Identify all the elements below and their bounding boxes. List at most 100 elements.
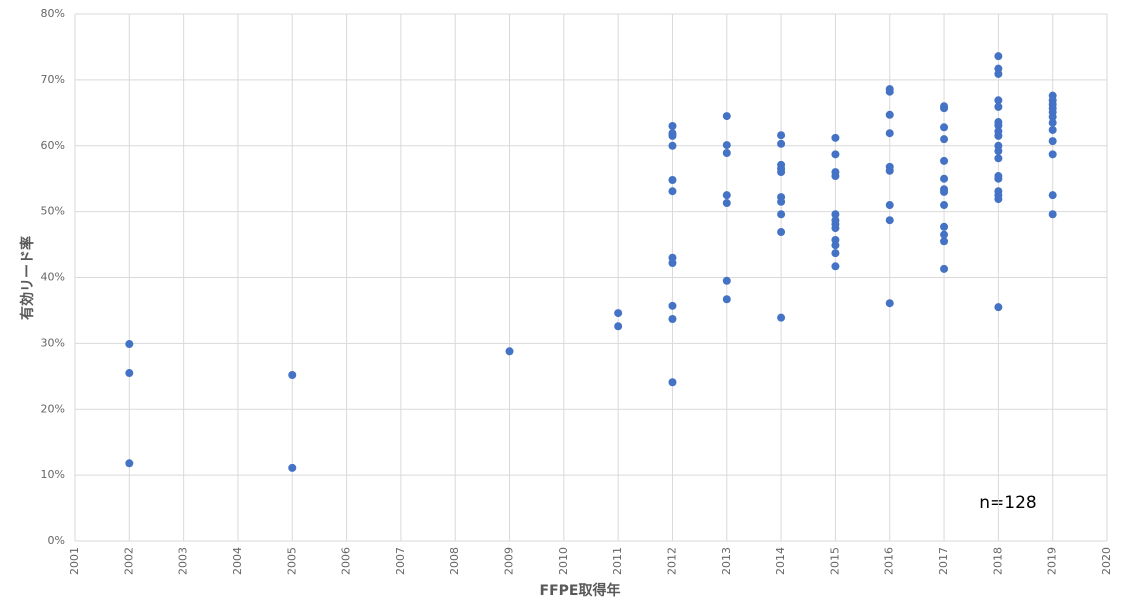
- point: [668, 315, 677, 324]
- y-tick-label: 20%: [41, 402, 65, 415]
- point: [614, 309, 623, 318]
- point: [940, 135, 949, 144]
- point: [940, 264, 949, 273]
- point: [940, 230, 949, 239]
- point: [940, 187, 949, 196]
- point: [668, 141, 677, 150]
- point: [777, 197, 786, 206]
- point: [994, 96, 1003, 105]
- point: [1048, 210, 1057, 219]
- x-tick-label: 2005: [285, 547, 298, 575]
- y-tick-label: 30%: [41, 336, 65, 349]
- point: [668, 121, 677, 130]
- point: [885, 299, 894, 308]
- point: [125, 459, 134, 468]
- point: [1048, 125, 1057, 134]
- point: [1048, 150, 1057, 159]
- point: [994, 131, 1003, 140]
- point: [777, 210, 786, 219]
- point: [1048, 137, 1057, 146]
- y-tick-label: 50%: [41, 205, 65, 218]
- point: [940, 237, 949, 246]
- point: [940, 156, 949, 165]
- x-tick-label: 2007: [394, 547, 407, 575]
- x-tick-label: 2020: [1100, 547, 1113, 575]
- x-tick-label: 2001: [68, 547, 81, 575]
- point: [668, 176, 677, 185]
- x-tick-label: 2008: [448, 547, 461, 575]
- point: [722, 191, 731, 200]
- point: [1048, 191, 1057, 200]
- point: [994, 147, 1003, 156]
- point: [777, 228, 786, 237]
- point: [777, 168, 786, 177]
- x-tick-label: 2016: [883, 547, 896, 575]
- point: [288, 463, 297, 472]
- y-tick-label: 60%: [41, 139, 65, 152]
- point: [125, 340, 134, 349]
- point: [722, 148, 731, 157]
- point: [885, 201, 894, 210]
- point: [885, 216, 894, 225]
- point: [831, 150, 840, 159]
- x-tick-label: 2012: [665, 547, 678, 575]
- point: [614, 322, 623, 331]
- x-tick-label: 2003: [177, 547, 190, 575]
- point: [722, 295, 731, 304]
- y-tick-label: 70%: [41, 73, 65, 86]
- point: [668, 378, 677, 387]
- point: [777, 139, 786, 148]
- point: [994, 195, 1003, 204]
- point: [994, 121, 1003, 130]
- point: [994, 303, 1003, 312]
- annotation: n=128: [979, 493, 1036, 513]
- point: [940, 104, 949, 113]
- x-tick-label: 2015: [828, 547, 841, 575]
- point: [668, 131, 677, 140]
- y-axis-title: 有効リード率: [19, 236, 36, 320]
- x-tick-label: 2017: [937, 547, 950, 575]
- point: [125, 369, 134, 378]
- point: [831, 241, 840, 250]
- point: [940, 123, 949, 132]
- point: [722, 112, 731, 121]
- point: [831, 224, 840, 233]
- point: [940, 174, 949, 183]
- x-tick-label: 2018: [991, 547, 1004, 575]
- point: [940, 222, 949, 231]
- y-tick-label: 10%: [41, 468, 65, 481]
- y-tick-label: 0%: [48, 534, 65, 547]
- point: [722, 199, 731, 208]
- x-tick-label: 2011: [611, 547, 624, 575]
- x-tick-label: 2004: [231, 547, 244, 575]
- point: [831, 249, 840, 258]
- x-tick-label: 2010: [557, 547, 570, 575]
- point: [722, 141, 731, 150]
- point: [831, 133, 840, 142]
- x-tick-label: 2013: [720, 547, 733, 575]
- point: [994, 174, 1003, 183]
- point: [777, 131, 786, 140]
- point: [994, 69, 1003, 78]
- point: [288, 370, 297, 379]
- y-tick-label: 80%: [41, 7, 65, 20]
- x-tick-label: 2014: [774, 547, 787, 575]
- point: [777, 313, 786, 322]
- point: [940, 201, 949, 210]
- point: [1048, 112, 1057, 121]
- point: [831, 172, 840, 181]
- x-tick-label: 2009: [503, 547, 516, 575]
- x-tick-label: 2019: [1046, 547, 1059, 575]
- point: [831, 262, 840, 271]
- point: [668, 301, 677, 310]
- point: [831, 210, 840, 219]
- point: [668, 187, 677, 196]
- point: [994, 52, 1003, 61]
- x-axis-title: FFPE取得年: [540, 582, 621, 599]
- y-tick-label: 40%: [41, 271, 65, 284]
- x-tick-label: 2002: [122, 547, 135, 575]
- point: [1048, 118, 1057, 127]
- point: [885, 110, 894, 119]
- point: [994, 154, 1003, 163]
